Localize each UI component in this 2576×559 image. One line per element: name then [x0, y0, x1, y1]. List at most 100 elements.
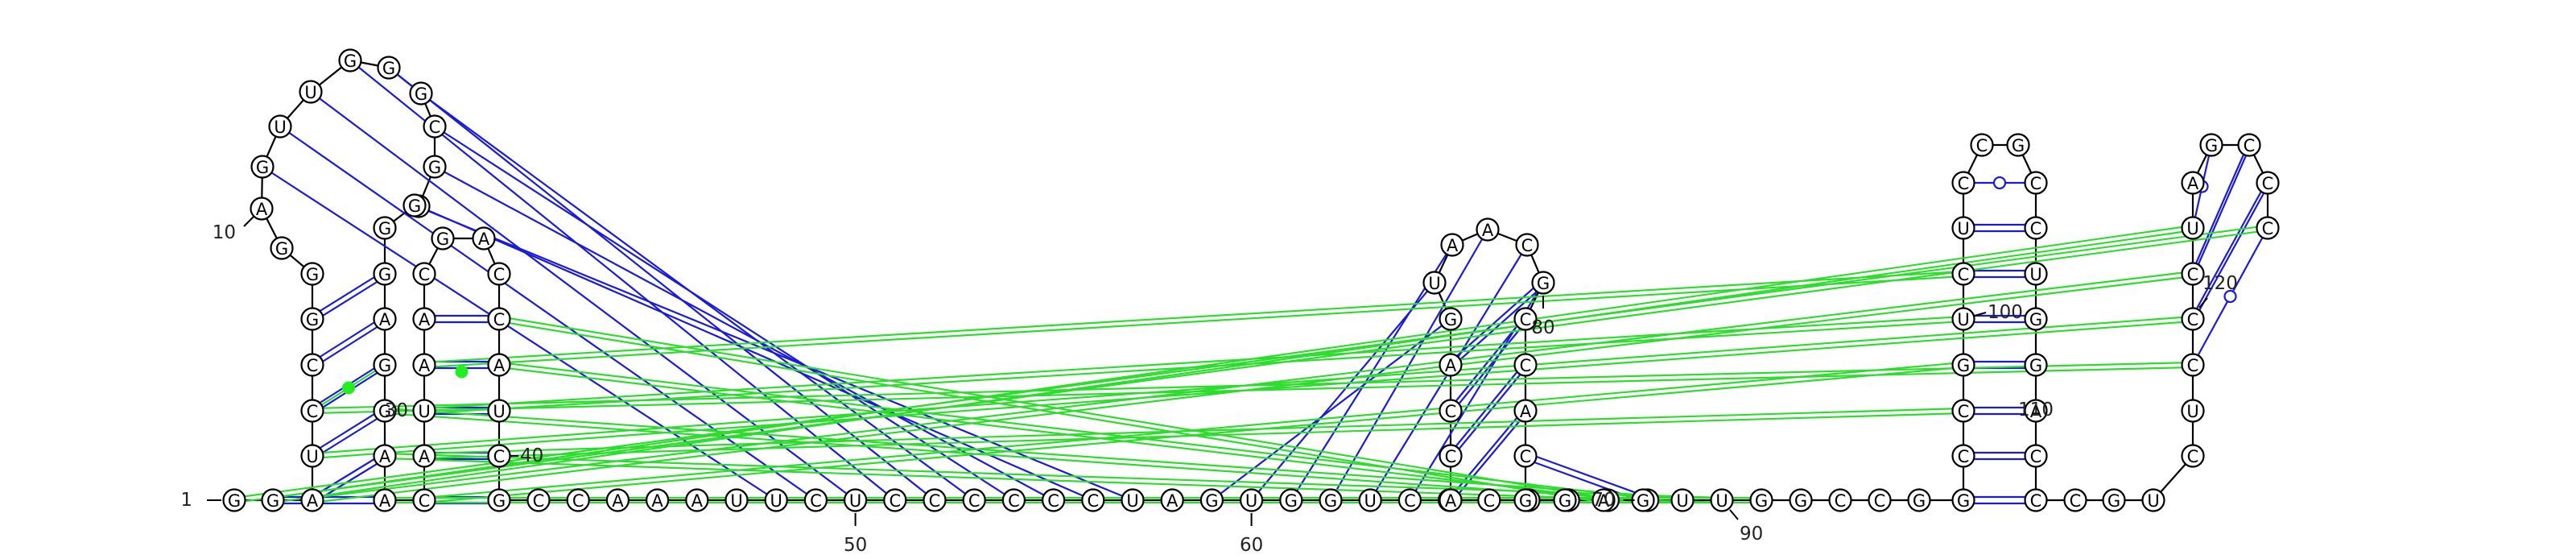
nucleotide-circle — [1513, 488, 1538, 512]
nucleotide-circle — [1951, 216, 1975, 240]
index-tick — [2198, 297, 2208, 308]
nucleotide-letter: U — [770, 491, 782, 511]
nucleotide-circle — [1951, 353, 1975, 377]
nucleotide-circle — [412, 262, 436, 286]
nucleotide: A — [300, 488, 324, 512]
nucleotide-letter: G — [436, 230, 449, 249]
index-tick — [243, 216, 254, 227]
nucleotide-circle — [487, 444, 511, 468]
nucleotide: A — [685, 488, 709, 512]
nucleotide: C — [2063, 488, 2087, 512]
base-pair-bond — [312, 413, 386, 460]
nucleotide: C — [2024, 171, 2048, 195]
nucleotide-circle — [1513, 307, 1538, 331]
nucleotide-letter: G — [415, 85, 427, 104]
nucleotide-letter: A — [651, 491, 663, 511]
alternate-pair-bond — [423, 315, 1964, 410]
nucleotide: G — [1319, 488, 1343, 512]
nucleotide-circle — [1670, 488, 1695, 512]
nucleotide-circle — [412, 353, 436, 377]
nucleotide: U — [843, 488, 868, 512]
nucleotide-circle — [300, 399, 324, 423]
gu-pair-marker — [1992, 176, 2007, 190]
base-pair-bond — [2191, 141, 2251, 271]
nucleotide-letter: C — [2187, 265, 2199, 284]
nucleotide: G — [373, 262, 397, 286]
nucleotide-letter: C — [1835, 491, 1847, 511]
nucleotide: G — [261, 488, 285, 512]
nucleotide-circle — [2024, 353, 2048, 377]
nucleotide-circle — [526, 488, 551, 512]
nucleotide-letter: G — [1794, 491, 1807, 511]
nucleotide-circle — [1749, 488, 1773, 512]
long-range-pair-bond — [434, 166, 1055, 501]
nucleotide: G — [2006, 133, 2030, 157]
nucleotide-circle — [2237, 133, 2261, 157]
index-label: 110 — [2018, 400, 2054, 420]
nucleotide-circle — [1081, 488, 1105, 512]
nucleotide: U — [299, 80, 323, 104]
nucleotide-letter: U — [1126, 491, 1138, 511]
nucleotide: G — [409, 81, 433, 106]
nucleotide: G — [2024, 353, 2048, 377]
index-label: 120 — [2202, 273, 2238, 294]
index-label: 100 — [1988, 302, 2023, 323]
nucleotide: G — [402, 193, 427, 217]
nucleotide: U — [1951, 216, 1975, 240]
nucleotide: U — [1951, 307, 1975, 331]
nucleotide-letter: G — [1537, 274, 1550, 293]
nucleotide-letter: A — [612, 491, 624, 511]
nucleotide-letter: C — [533, 491, 545, 511]
nucleotide-circle — [373, 262, 397, 286]
nucleotide: C — [1951, 262, 1975, 286]
nucleotide-letter: C — [1445, 447, 1457, 466]
alternate-pair-bond — [498, 366, 1644, 504]
nucleotide-letter: C — [307, 356, 319, 375]
nucleotide-layer: GGAUCCGGGAGUUGGGCGAGGGAGGAACAUAACGACCAUC… — [222, 48, 2280, 512]
nucleotide-letter: U — [1957, 310, 1969, 329]
nucleotide-circle — [2181, 262, 2205, 286]
nucleotide-letter: U — [2186, 219, 2198, 238]
nucleotide: G — [1951, 488, 1975, 512]
nucleotide-letter: C — [929, 491, 941, 511]
nucleotide-circle — [1477, 488, 1501, 512]
alternate-pair-bond — [272, 224, 2194, 499]
nucleotide-circle — [1868, 488, 1892, 512]
nucleotide-circle — [1513, 399, 1538, 423]
nucleotide: C — [487, 262, 511, 286]
nucleotide-circle — [373, 399, 397, 423]
nucleotide: C — [1970, 133, 1994, 157]
nucleotide-circle — [487, 399, 511, 423]
nucleotide-letter: C — [2070, 491, 2082, 511]
nucleotide-circle — [1789, 488, 1813, 512]
index-label: 40 — [520, 445, 543, 466]
nucleotide-letter: G — [2107, 491, 2120, 511]
nucleotide-letter: C — [307, 402, 319, 421]
nucleotide-circle — [2181, 444, 2205, 468]
nucleotide-circle — [1279, 488, 1303, 512]
nucleotide-circle — [472, 226, 496, 251]
nucleotide-letter: G — [1957, 356, 1970, 375]
nucleotide-letter: C — [2030, 491, 2042, 511]
nucleotide-letter: U — [1245, 491, 1257, 511]
nucleotide-letter: A — [2030, 402, 2042, 421]
index-label: 30 — [385, 400, 408, 421]
nucleotide: U — [1121, 488, 1145, 512]
nucleotide-letter: C — [2262, 174, 2274, 193]
nucleotide: C — [803, 488, 828, 512]
nucleotide-letter: C — [493, 447, 506, 466]
nucleotide-letter: C — [1958, 402, 1970, 421]
nucleotide-letter: G — [1755, 491, 1768, 511]
nucleotide-letter: C — [1483, 491, 1495, 511]
alternate-pair-bond — [233, 224, 2268, 499]
nucleotide: G — [1531, 271, 1555, 295]
nucleotide-circle — [2141, 488, 2165, 512]
nucleotide: C — [1951, 444, 1975, 468]
nucleotide-circle — [2256, 216, 2280, 240]
nucleotide: C — [2181, 444, 2205, 468]
nucleotide-circle — [373, 488, 397, 512]
nucleotide: C — [1513, 307, 1538, 331]
nucleotide-letter: G — [1637, 491, 1649, 511]
nucleotide-letter: C — [2187, 447, 2199, 466]
